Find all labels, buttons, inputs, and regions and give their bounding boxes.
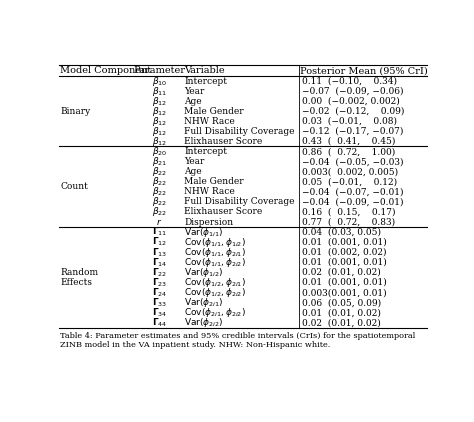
Text: NHW Race: NHW Race [184,187,235,196]
Text: 0.03  (−0.01,    0.08): 0.03 (−0.01, 0.08) [302,117,397,126]
Text: $\beta_{22}$: $\beta_{22}$ [152,165,167,178]
Text: Model Component: Model Component [60,66,152,75]
Text: 0.86  (  0.72,    1.00): 0.86 ( 0.72, 1.00) [302,147,396,156]
Text: $\mathrm{Cov}(\phi_{1i1}, \phi_{1i2})$: $\mathrm{Cov}(\phi_{1i1}, \phi_{1i2})$ [184,236,246,249]
Text: Elixhauser Score: Elixhauser Score [184,137,263,146]
Text: 0.11  (−0.10,    0.34): 0.11 (−0.10, 0.34) [302,76,397,86]
Text: $\mathrm{Cov}(\phi_{1i1}, \phi_{2i1})$: $\mathrm{Cov}(\phi_{1i1}, \phi_{2i1})$ [184,246,246,259]
Text: $\beta_{22}$: $\beta_{22}$ [152,206,167,219]
Text: 0.01  (0.001, 0.01): 0.01 (0.001, 0.01) [302,278,387,287]
Text: Count: Count [60,182,88,191]
Text: 0.77  (  0.72,    0.83): 0.77 ( 0.72, 0.83) [302,218,396,227]
Text: $\mathrm{Cov}(\phi_{1i1}, \phi_{2i2})$: $\mathrm{Cov}(\phi_{1i1}, \phi_{2i2})$ [184,256,246,269]
Text: Intercept: Intercept [184,147,227,156]
Text: Male Gender: Male Gender [184,107,244,116]
Text: $\beta_{22}$: $\beta_{22}$ [152,175,167,188]
Text: $\boldsymbol{\Gamma}_{14}$: $\boldsymbol{\Gamma}_{14}$ [152,256,167,268]
Text: $\mathrm{Var}(\phi_{2i2})$: $\mathrm{Var}(\phi_{2i2})$ [184,316,224,329]
Text: 0.43  (  0.41,    0.45): 0.43 ( 0.41, 0.45) [302,137,396,146]
Text: $\mathrm{Cov}(\phi_{1i2}, \phi_{2i2})$: $\mathrm{Cov}(\phi_{1i2}, \phi_{2i2})$ [184,286,246,299]
Text: −0.04  (−0.07, −0.01): −0.04 (−0.07, −0.01) [302,187,404,196]
Text: 0.04  (0.03, 0.05): 0.04 (0.03, 0.05) [302,227,382,237]
Text: 0.00  (−0.002, 0.002): 0.00 (−0.002, 0.002) [302,97,400,106]
Text: Male Gender: Male Gender [184,177,244,186]
Text: $\boldsymbol{\Gamma}_{34}$: $\boldsymbol{\Gamma}_{34}$ [152,306,167,319]
Text: −0.12  (−0.17, −0.07): −0.12 (−0.17, −0.07) [302,127,404,136]
Text: $\mathrm{Var}(\phi_{1i1})$: $\mathrm{Var}(\phi_{1i1})$ [184,226,224,238]
Text: Intercept: Intercept [184,76,227,86]
Text: 0.06  (0.05, 0.09): 0.06 (0.05, 0.09) [302,298,382,307]
Text: Posterior Mean (95% CrI): Posterior Mean (95% CrI) [300,66,427,75]
Text: $\boldsymbol{\Gamma}_{12}$: $\boldsymbol{\Gamma}_{12}$ [152,236,167,249]
Text: Table 4: Parameter estimates and 95% credible intervals (CrIs) for the spatiotem: Table 4: Parameter estimates and 95% cre… [60,332,415,349]
Text: $\boldsymbol{\Gamma}_{33}$: $\boldsymbol{\Gamma}_{33}$ [152,296,167,309]
Text: Dispersion: Dispersion [184,218,233,227]
Text: $\beta_{20}$: $\beta_{20}$ [152,145,167,158]
Text: Variable: Variable [184,66,225,75]
Text: $\boldsymbol{\Gamma}_{22}$: $\boldsymbol{\Gamma}_{22}$ [152,266,167,279]
Text: Year: Year [184,157,204,166]
Text: Binary: Binary [60,107,91,116]
Text: 0.02  (0.01, 0.02): 0.02 (0.01, 0.02) [302,318,381,327]
Text: Elixhauser Score: Elixhauser Score [184,208,263,216]
Text: Full Disability Coverage: Full Disability Coverage [184,127,295,136]
Text: $\boldsymbol{\Gamma}_{23}$: $\boldsymbol{\Gamma}_{23}$ [152,276,167,289]
Text: $\boldsymbol{\Gamma}_{44}$: $\boldsymbol{\Gamma}_{44}$ [152,316,167,329]
Text: 0.16  (  0.15,    0.17): 0.16 ( 0.15, 0.17) [302,208,396,216]
Text: NHW Race: NHW Race [184,117,235,126]
Text: $\beta_{12}$: $\beta_{12}$ [152,125,167,138]
Text: 0.01  (0.001, 0.01): 0.01 (0.001, 0.01) [302,238,387,247]
Text: $\mathrm{Var}(\phi_{2i1})$: $\mathrm{Var}(\phi_{2i1})$ [184,296,224,309]
Text: 0.003(0.001, 0.01): 0.003(0.001, 0.01) [302,288,387,297]
Text: 0.02  (0.01, 0.02): 0.02 (0.01, 0.02) [302,268,381,277]
Text: $\beta_{22}$: $\beta_{22}$ [152,195,167,208]
Text: $\boldsymbol{\Gamma}_{13}$: $\boldsymbol{\Gamma}_{13}$ [152,246,167,259]
Text: −0.02  (−0.12,    0.09): −0.02 (−0.12, 0.09) [302,107,405,116]
Text: Full Disability Coverage: Full Disability Coverage [184,197,295,206]
Text: 0.05  (−0.01,    0.12): 0.05 (−0.01, 0.12) [302,177,398,186]
Text: $\mathrm{Cov}(\phi_{2i1}, \phi_{2i2})$: $\mathrm{Cov}(\phi_{2i1}, \phi_{2i2})$ [184,306,246,319]
Text: $\mathrm{Var}(\phi_{1i2})$: $\mathrm{Var}(\phi_{1i2})$ [184,266,224,279]
Text: $\beta_{22}$: $\beta_{22}$ [152,185,167,198]
Text: $\boldsymbol{\Gamma}_{24}$: $\boldsymbol{\Gamma}_{24}$ [152,286,167,299]
Text: $\beta_{12}$: $\beta_{12}$ [152,135,167,148]
Text: 0.01  (0.001, 0.01): 0.01 (0.001, 0.01) [302,258,387,267]
Text: $\beta_{21}$: $\beta_{21}$ [152,155,167,168]
Text: −0.04  (−0.05, −0.03): −0.04 (−0.05, −0.03) [302,157,404,166]
Text: −0.07  (−0.09, −0.06): −0.07 (−0.09, −0.06) [302,87,404,96]
Text: $\beta_{10}$: $\beta_{10}$ [152,75,167,87]
Text: 0.003(  0.002, 0.005): 0.003( 0.002, 0.005) [302,167,399,176]
Text: $\mathrm{Cov}(\phi_{1i2}, \phi_{2i1})$: $\mathrm{Cov}(\phi_{1i2}, \phi_{2i1})$ [184,276,246,289]
Text: 0.01  (0.002, 0.02): 0.01 (0.002, 0.02) [302,248,387,257]
Text: $\beta_{11}$: $\beta_{11}$ [152,84,167,97]
Text: Random
Effects: Random Effects [60,268,99,287]
Text: $\boldsymbol{\Gamma}_{11}$: $\boldsymbol{\Gamma}_{11}$ [152,226,167,238]
Text: $\beta_{12}$: $\beta_{12}$ [152,115,167,128]
Text: Age: Age [184,97,202,106]
Text: 0.01  (0.01, 0.02): 0.01 (0.01, 0.02) [302,308,381,317]
Text: Age: Age [184,167,202,176]
Text: Year: Year [184,87,204,96]
Text: Parameter: Parameter [134,66,185,75]
Text: −0.04  (−0.09, −0.01): −0.04 (−0.09, −0.01) [302,197,404,206]
Text: $\beta_{12}$: $\beta_{12}$ [152,105,167,118]
Text: $r$: $r$ [156,217,163,227]
Text: $\beta_{12}$: $\beta_{12}$ [152,95,167,108]
